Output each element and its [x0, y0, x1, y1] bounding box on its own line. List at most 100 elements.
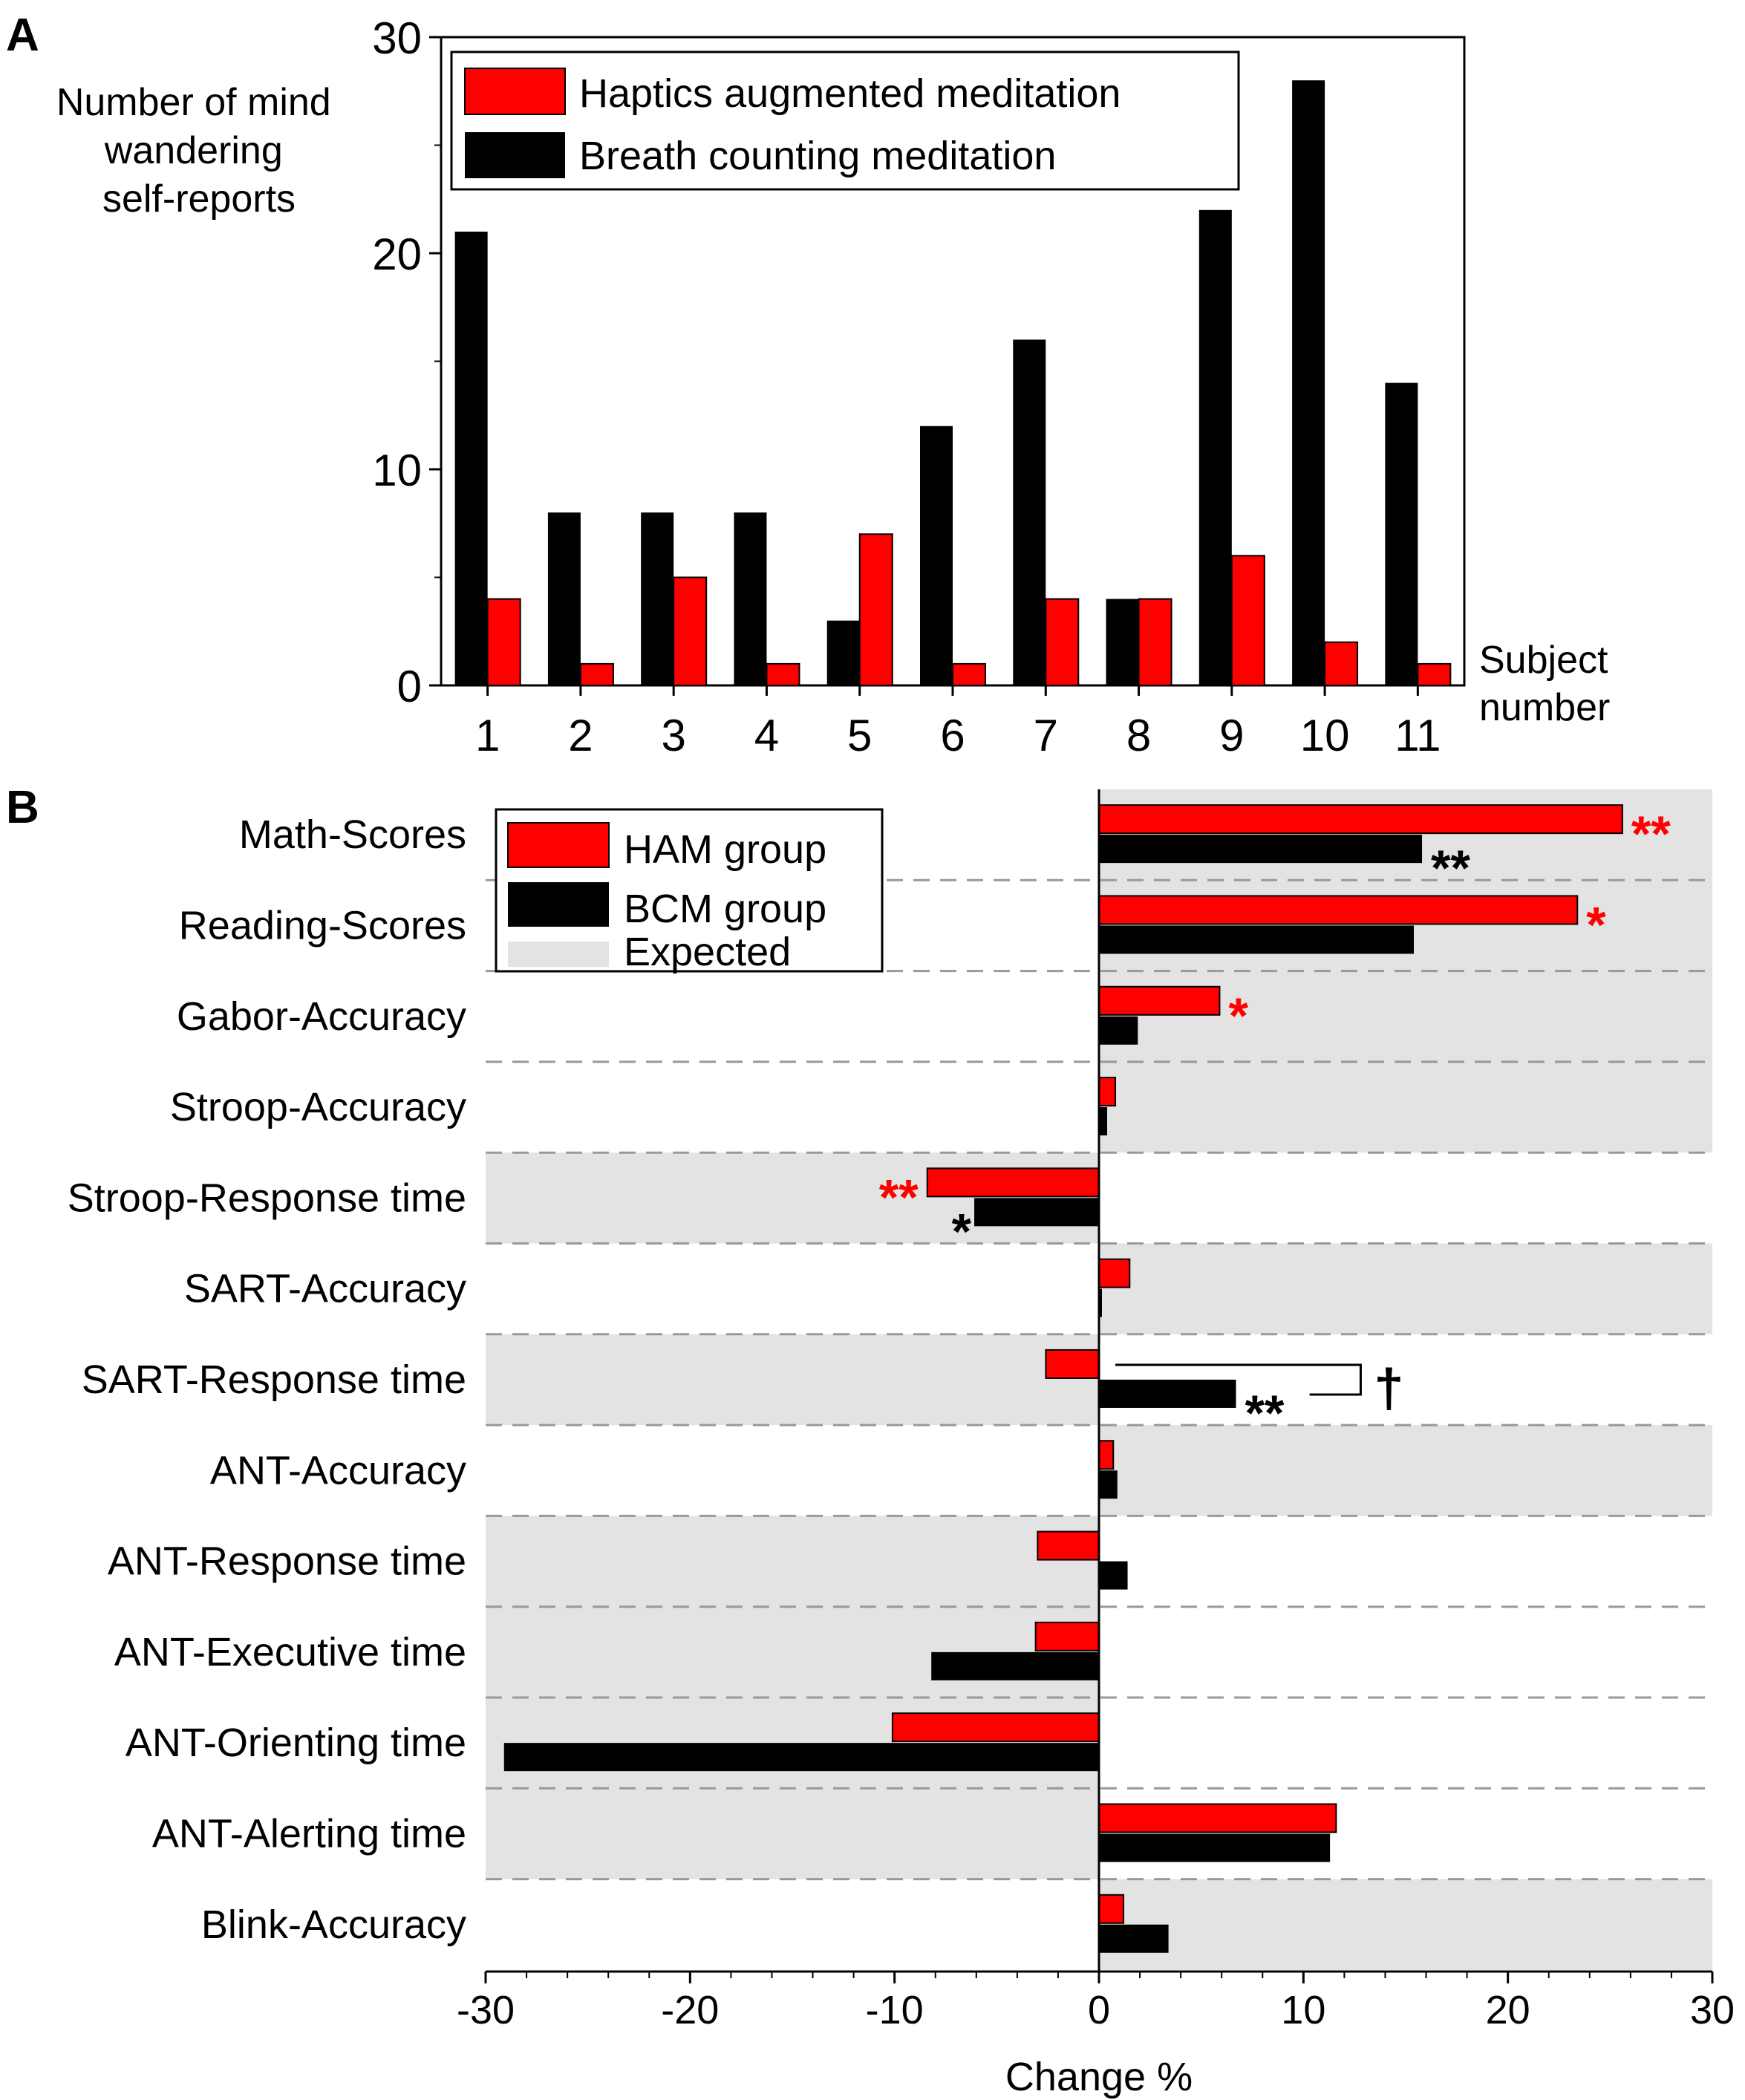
panel-a-x-axis-label: Subject number [1479, 639, 1619, 729]
row-label: Math-Scores [239, 812, 466, 857]
row-label: ANT-Executive time [114, 1630, 466, 1675]
x-tick-label: 1 [475, 711, 500, 760]
row-label: Blink-Accuracy [201, 1902, 466, 1947]
panel-b-x-axis-label: Change % [1005, 2055, 1193, 2099]
bar-haptics-subject-9 [1230, 555, 1265, 687]
x-tick-label: 7 [1034, 711, 1058, 760]
bar-haptics-subject-5 [858, 533, 893, 686]
bar-ham-4 [926, 1167, 1100, 1198]
x-axis-label-line-2: number [1479, 686, 1610, 729]
x-tick-label: 8 [1126, 711, 1151, 760]
expected-shade [1099, 1879, 1712, 1970]
row-label: ANT-Orienting time [125, 1721, 466, 1765]
bar-bcm-11 [1099, 1833, 1331, 1862]
y-axis-label-line-3: self-reports [102, 177, 296, 221]
bar-breath-subject-6 [920, 425, 953, 685]
expected-shade [486, 1334, 1099, 1426]
bar-haptics-subject-3 [673, 576, 708, 686]
x-tick-label: 3 [661, 711, 685, 760]
bar-breath-subject-8 [1106, 599, 1139, 685]
bar-bcm-8 [1099, 1561, 1128, 1590]
row-label: Stroop-Accuracy [170, 1085, 466, 1129]
panel-a-bars [454, 80, 1452, 687]
bar-haptics-subject-4 [766, 662, 800, 687]
bar-bcm-2 [1099, 1016, 1138, 1045]
bar-ham-0 [1098, 804, 1623, 835]
bar-ham-3 [1098, 1077, 1117, 1107]
bar-ham-10 [891, 1712, 1100, 1743]
legend-label-haptics: Haptics augmented meditation [579, 71, 1121, 116]
bar-bcm-7 [1099, 1470, 1118, 1499]
bar-breath-subject-3 [641, 512, 674, 685]
significance-mark: * [1586, 896, 1606, 953]
significance-mark: * [1228, 988, 1248, 1044]
panel-label-a: A [6, 10, 39, 61]
bar-haptics-subject-6 [952, 662, 986, 687]
bar-haptics-subject-7 [1045, 598, 1080, 686]
bar-ham-9 [1034, 1621, 1100, 1651]
row-label: Reading-Scores [179, 903, 466, 948]
bar-haptics-subject-1 [486, 598, 521, 686]
panel-a-y-axis-label: Number of mind wandering self-reports [56, 81, 342, 221]
bar-ham-2 [1098, 985, 1221, 1016]
x-tick-label: -30 [457, 1988, 515, 2032]
bar-breath-subject-7 [1013, 339, 1046, 685]
bar-bcm-6 [1099, 1379, 1236, 1408]
bar-breath-subject-10 [1292, 80, 1325, 685]
bar-bcm-12 [1099, 1924, 1169, 1953]
x-tick-label: 10 [1281, 1988, 1325, 2032]
bar-ham-12 [1098, 1894, 1125, 1924]
panel-b-x-axis: -30 -20 -10 0 10 20 30 [457, 789, 1735, 2032]
bar-haptics-subject-2 [579, 662, 614, 687]
bar-ham-1 [1098, 895, 1579, 925]
legend-swatch-breath [465, 132, 565, 178]
legend-box [450, 50, 1240, 191]
y-axis-label-line-1: Number of mind [56, 81, 331, 124]
bar-breath-subject-11 [1385, 382, 1418, 685]
expected-shade [1099, 1425, 1712, 1516]
bar-breath-subject-2 [547, 512, 581, 685]
legend-label-ham: HAM group [624, 827, 826, 872]
panel-a: A Number of mind wandering self-reports … [6, 10, 1619, 760]
significance-marks: *********** † [879, 806, 1671, 1441]
y-tick-label: 30 [372, 13, 422, 63]
x-tick-label: 6 [940, 711, 965, 760]
legend-swatch-ham [507, 822, 610, 868]
bar-ham-7 [1098, 1440, 1115, 1470]
expected-shade [486, 1788, 1099, 1879]
expected-shade [1099, 971, 1712, 1062]
significance-mark: ** [1245, 1385, 1284, 1441]
significance-mark: ** [1631, 806, 1671, 862]
row-label: ANT-Accuracy [210, 1448, 466, 1493]
x-tick-label: 30 [1690, 1988, 1735, 2032]
panel-a-legend: Haptics augmented meditation Breath coun… [450, 50, 1240, 191]
panel-b-bars [503, 804, 1623, 1953]
x-tick-label: -20 [661, 1988, 719, 2032]
x-tick-label: 4 [754, 711, 779, 760]
comparison-bracket [1115, 1363, 1362, 1396]
bar-breath-subject-4 [734, 512, 767, 685]
panel-a-axis-ticks: 1 2 3 4 5 6 7 8 9 10 11 0 10 20 30 [372, 13, 1441, 760]
legend-swatch-haptics [464, 68, 566, 115]
expected-shade [486, 1516, 1099, 1607]
x-tick-label: 9 [1219, 711, 1244, 760]
y-tick-label: 10 [372, 446, 422, 495]
y-axis-label-line-2: wandering [104, 129, 283, 172]
expected-shade [1099, 1243, 1712, 1334]
panel-b: B Math-Scores Reading-Scores Gabor-Accurac… [6, 782, 1735, 2099]
bar-bcm-4 [974, 1198, 1099, 1227]
panel-b-legend: HAM group BCM group Expected [495, 808, 884, 974]
bar-bcm-9 [931, 1651, 1099, 1680]
row-label: ANT-Alerting time [152, 1811, 466, 1856]
significance-mark: ** [1431, 840, 1470, 896]
x-tick-label: -10 [866, 1988, 924, 2032]
legend-swatch-bcm [508, 882, 609, 927]
legend-label-breath: Breath counting meditation [579, 134, 1056, 178]
bar-bcm-10 [503, 1743, 1099, 1772]
bar-ham-8 [1037, 1530, 1100, 1561]
x-axis-label-line-1: Subject [1479, 639, 1608, 682]
x-tick-label: 0 [1088, 1988, 1110, 2032]
bar-haptics-subject-8 [1138, 598, 1172, 686]
bar-breath-subject-9 [1198, 209, 1232, 685]
row-separators [486, 878, 1712, 1881]
